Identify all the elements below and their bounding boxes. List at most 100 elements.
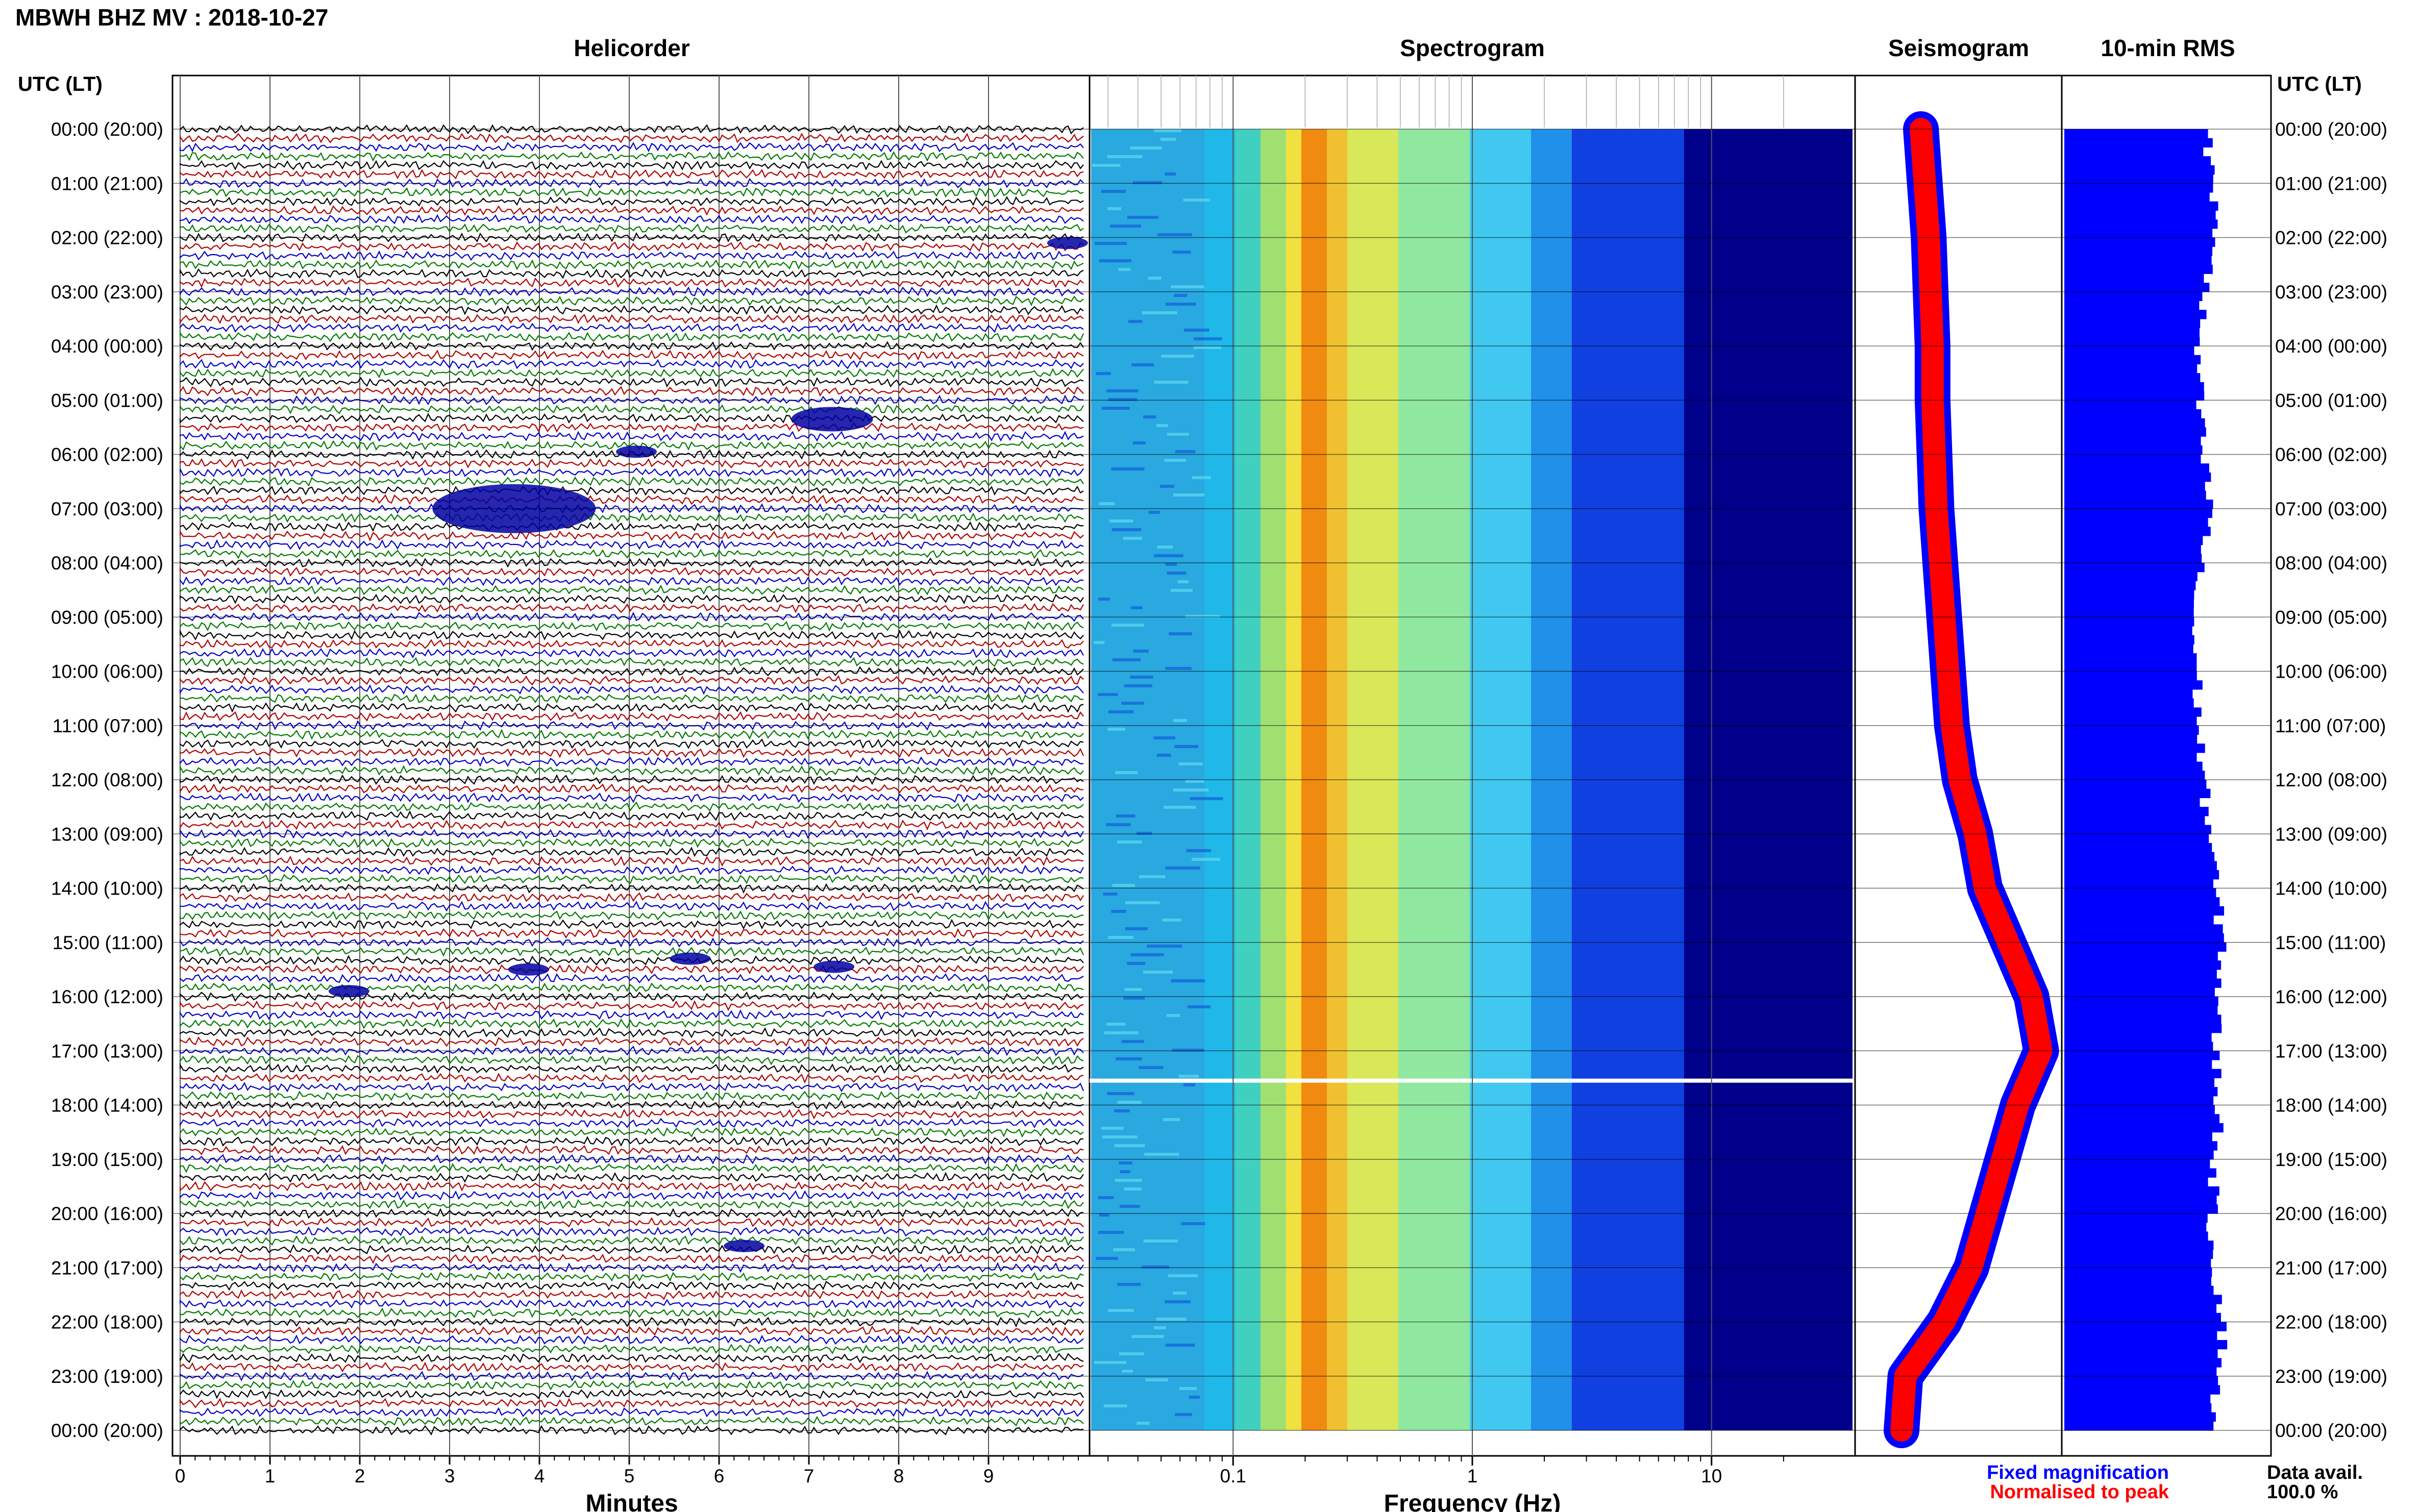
helicorder-trace <box>179 566 1084 577</box>
spectrogram-speckle <box>1145 1378 1168 1381</box>
spectrogram-speckle <box>1132 441 1146 444</box>
spectrogram-speckle <box>1109 225 1141 228</box>
rms-bar <box>2064 129 2208 139</box>
time-label-right: 06:00 (02:00) <box>2275 444 2387 465</box>
rms-bar <box>2064 481 2205 491</box>
rms-bar <box>2064 283 2210 292</box>
helicorder-trace <box>179 1072 1084 1084</box>
rms-bar <box>2064 165 2215 175</box>
rms-bar <box>2064 454 2201 464</box>
rms-bar <box>2064 1114 2220 1124</box>
helicorder-trace <box>179 1361 1084 1373</box>
spectrogram-speckle <box>1131 363 1154 366</box>
spectrogram-speckle <box>1102 1135 1138 1138</box>
legend-normalised-to-peak: Normalised to peak <box>1990 1481 2169 1503</box>
rms-bar <box>2064 1241 2214 1250</box>
minute-tick-label: 0 <box>175 1466 186 1486</box>
rms-bar <box>2064 400 2196 410</box>
x-ticks: 0 1 2 3 4 5 6 7 8 9 0.1 1 10 <box>175 76 1784 1486</box>
rms-bar <box>2064 752 2197 762</box>
helicorder-trace <box>179 783 1084 795</box>
rms-bar <box>2064 644 2193 654</box>
helicorder-trace <box>179 1118 1084 1129</box>
time-label-left: 00:00 (20:00) <box>51 119 163 140</box>
frequency-tick-label: 1 <box>1467 1466 1478 1486</box>
spectrogram-speckle <box>1098 598 1110 601</box>
helicorder-trace <box>179 304 1084 315</box>
event-burst <box>670 952 711 965</box>
spectrogram-speckle <box>1165 667 1192 670</box>
spectrogram-speckle <box>1165 172 1176 176</box>
rms-bar <box>2064 183 2213 193</box>
rms-bar <box>2064 373 2201 383</box>
helicorder-trace <box>179 1316 1084 1328</box>
spectrogram-speckle <box>1172 251 1191 254</box>
rms-bar <box>2064 1051 2220 1060</box>
helicorder-trace <box>179 1081 1084 1093</box>
rms-bar <box>2064 1312 2221 1323</box>
time-label-right: 21:00 (17:00) <box>2275 1257 2387 1278</box>
helicorder-trace <box>179 973 1084 984</box>
spectrogram-speckle <box>1098 1231 1124 1234</box>
rms-bar <box>2064 653 2197 663</box>
spectrogram-speckle <box>1187 1005 1211 1008</box>
spectrogram-speckle <box>1160 138 1176 141</box>
rms-bar <box>2064 1268 2212 1277</box>
time-label-right: 00:00 (20:00) <box>2275 1420 2387 1441</box>
rms-bar <box>2064 861 2217 871</box>
event-burst <box>328 985 369 998</box>
helicorder-trace <box>179 847 1084 857</box>
spectrogram-speckle <box>1143 415 1156 418</box>
spectrogram-speckle <box>1142 311 1177 314</box>
spectrogram-speckle <box>1163 1118 1180 1121</box>
helicorder-header: Helicorder <box>574 35 690 61</box>
rms-bar <box>2064 1258 2211 1268</box>
legend-fixed-magnification: Fixed magnification <box>1987 1462 2169 1483</box>
rms-bar <box>2064 174 2213 184</box>
rms-bar <box>2064 716 2197 726</box>
rms-bar <box>2064 1213 2208 1223</box>
rms-bar <box>2064 346 2194 356</box>
time-label-left: 17:00 (13:00) <box>51 1040 163 1061</box>
rms-bar <box>2064 527 2211 536</box>
rms-bar <box>2064 1042 2213 1051</box>
spectrogram-speckle <box>1111 910 1126 913</box>
spectrogram-speckle <box>1094 1361 1127 1364</box>
rms-bar <box>2064 572 2198 582</box>
time-label-left: 08:00 (04:00) <box>51 553 163 574</box>
spectrogram-speckle <box>1107 207 1121 210</box>
time-label-right: 08:00 (04:00) <box>2275 553 2387 574</box>
spectrogram-speckle <box>1127 962 1146 965</box>
helicorder-trace <box>179 665 1084 677</box>
spectrogram-speckle <box>1147 945 1182 948</box>
spectrogram-speckle <box>1118 268 1131 271</box>
spectrogram-speckle <box>1115 771 1138 774</box>
rms-bar <box>2064 237 2215 247</box>
rms-bar <box>2064 1024 2222 1033</box>
data-avail-value: 100.0 % <box>2267 1481 2338 1503</box>
spectrogram-speckle <box>1096 1257 1118 1260</box>
spectrogram-speckle <box>1098 1196 1114 1199</box>
utc-axis-title-right: UTC (LT) <box>2277 73 2362 95</box>
spectrogram-speckle <box>1124 988 1142 991</box>
helicorder-trace <box>179 1344 1084 1354</box>
rms-bar <box>2064 842 2212 853</box>
spectrogram-speckle <box>1143 1240 1178 1243</box>
spectrogram-speckle <box>1107 1309 1134 1312</box>
spectrogram-speckle <box>1177 580 1189 583</box>
helicorder-trace <box>179 377 1084 388</box>
time-label-left: 10:00 (06:00) <box>51 661 163 682</box>
rms-bar <box>2064 1177 2208 1187</box>
helicorder-trace <box>179 160 1084 171</box>
rms-bar <box>2064 563 2205 573</box>
spectrogram-speckle <box>1112 658 1141 661</box>
helicorder-trace <box>179 1190 1084 1201</box>
time-label-right: 20:00 (16:00) <box>2275 1203 2387 1224</box>
rms-bar <box>2064 798 2200 807</box>
spectrogram-speckle <box>1166 303 1196 306</box>
time-label-left: 22:00 (18:00) <box>51 1312 163 1333</box>
spectrogram-speckle <box>1099 259 1132 262</box>
time-label-right: 19:00 (15:00) <box>2275 1149 2387 1170</box>
rms-bar <box>2064 472 2211 482</box>
